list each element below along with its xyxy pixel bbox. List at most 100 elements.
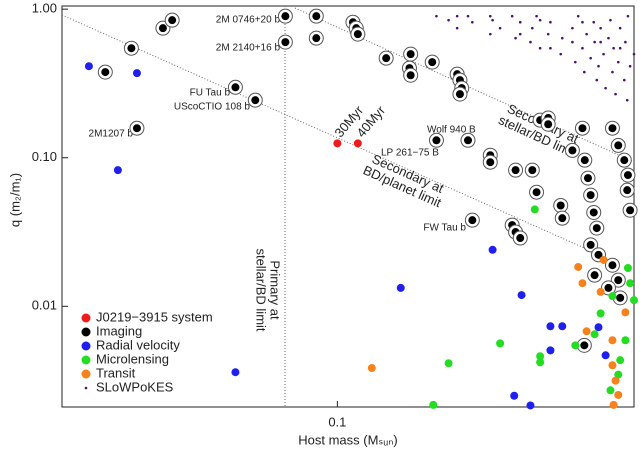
marker — [529, 40, 532, 44]
marker — [382, 54, 391, 63]
marker — [608, 261, 617, 270]
marker — [606, 386, 615, 395]
marker — [574, 60, 577, 64]
marker — [353, 139, 362, 148]
marker — [583, 70, 586, 74]
marker — [429, 400, 438, 409]
marker — [536, 358, 545, 367]
marker — [466, 14, 470, 18]
legend-label: Radial velocity — [96, 337, 180, 352]
marker — [622, 78, 626, 82]
legend-marker — [81, 341, 91, 351]
marker — [538, 18, 542, 22]
marker — [556, 201, 565, 210]
marker — [614, 390, 623, 399]
marker — [281, 38, 290, 47]
marker — [559, 52, 563, 56]
legend-label: SLoWPoKES — [96, 379, 174, 394]
marker — [592, 224, 601, 233]
marker — [113, 166, 122, 175]
marker — [498, 26, 502, 30]
marker — [536, 352, 545, 361]
marker — [544, 120, 553, 129]
marker — [614, 92, 617, 96]
marker — [428, 58, 437, 67]
marker — [514, 36, 517, 40]
marker — [592, 20, 596, 24]
marker — [526, 401, 535, 410]
marker — [599, 40, 602, 44]
legend-marker — [84, 386, 88, 390]
y-tick-label: 0.10 — [32, 149, 57, 164]
marker — [614, 141, 623, 150]
marker — [447, 18, 450, 22]
marker — [608, 361, 617, 370]
marker — [583, 174, 592, 183]
marker — [84, 62, 93, 71]
marker — [435, 14, 438, 18]
y-axis-label: q (m₂/m₁) — [7, 173, 22, 227]
marker — [623, 186, 632, 195]
marker — [132, 124, 141, 133]
marker — [560, 36, 564, 40]
marker — [516, 234, 525, 243]
marker — [231, 368, 240, 377]
annotation: LP 261−75 B — [381, 148, 439, 159]
marker — [616, 293, 625, 302]
marker — [589, 56, 592, 60]
marker — [594, 323, 603, 332]
marker — [464, 136, 473, 145]
annotation: Primary at — [268, 260, 283, 320]
marker — [611, 376, 620, 385]
marker — [611, 70, 614, 74]
y-tick-label: 1.00 — [32, 1, 57, 16]
marker — [596, 309, 605, 318]
marker — [535, 14, 538, 18]
marker — [517, 291, 526, 300]
marker — [571, 341, 580, 350]
marker — [580, 341, 589, 350]
marker — [549, 46, 552, 50]
marker — [623, 171, 632, 180]
marker — [590, 330, 599, 339]
annotation: Wolf 940 B — [427, 125, 476, 136]
marker — [595, 78, 599, 82]
legend-marker — [81, 313, 91, 323]
marker — [623, 264, 632, 273]
marker — [608, 124, 617, 133]
marker — [455, 90, 464, 99]
marker — [582, 327, 591, 336]
marker — [608, 292, 617, 301]
legend-label: J0219−3915 system — [96, 309, 213, 324]
marker — [518, 32, 522, 36]
marker — [455, 26, 459, 30]
marker — [530, 205, 539, 214]
marker — [618, 46, 622, 50]
marker — [353, 30, 362, 39]
marker — [486, 158, 495, 167]
marker — [127, 44, 136, 53]
marker — [281, 12, 290, 21]
legend-label: Microlensing — [96, 351, 169, 366]
marker — [312, 34, 321, 43]
marker — [312, 12, 321, 21]
annotation: 2M 0746+20 b — [216, 15, 281, 26]
marker — [614, 276, 623, 285]
legend-label: Transit — [96, 365, 136, 380]
legend-marker — [81, 327, 91, 337]
marker — [406, 50, 415, 59]
marker — [586, 240, 595, 249]
marker — [599, 26, 602, 30]
marker — [468, 216, 477, 225]
marker — [608, 336, 617, 345]
annotation-group: Secondary at BD/planet limit — [361, 151, 446, 210]
marker — [609, 400, 618, 409]
marker — [626, 279, 635, 288]
marker — [580, 156, 589, 165]
marker — [488, 245, 497, 254]
marker — [558, 322, 567, 331]
marker — [568, 146, 577, 155]
bd-planet-limit — [61, 14, 601, 256]
